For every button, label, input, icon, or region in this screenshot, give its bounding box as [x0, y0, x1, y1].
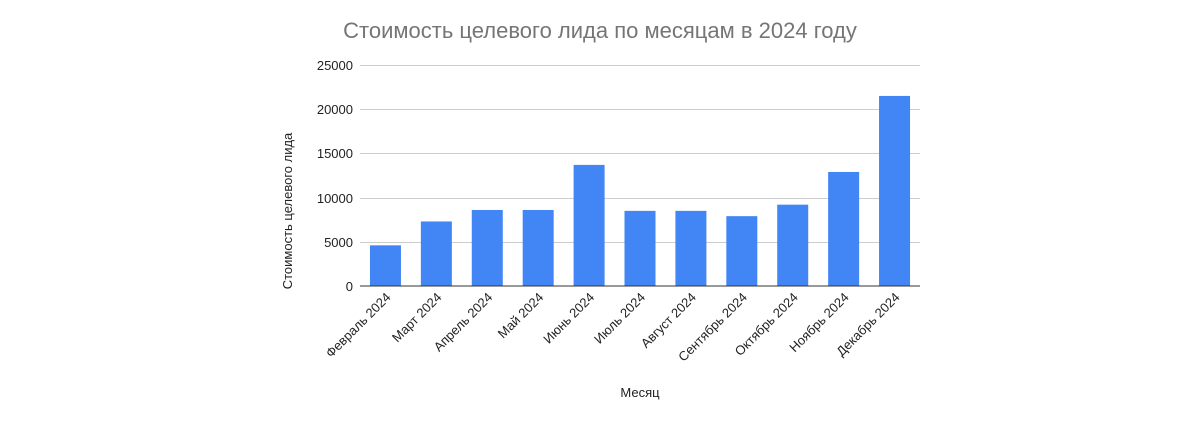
y-axis-ticks: 0 5000 10000 15000 20000 25000	[317, 58, 353, 294]
gridlines	[360, 65, 920, 243]
x-tick-label: Май 2024	[495, 290, 547, 342]
y-axis-label: Стоимость целевого лида	[280, 132, 295, 289]
bar	[777, 204, 809, 286]
bar	[726, 216, 758, 286]
chart-title: Стоимость целевого лида по месяцам в 202…	[343, 18, 857, 43]
bar	[828, 171, 860, 286]
bar	[675, 210, 707, 286]
bar	[471, 209, 503, 286]
bar	[420, 221, 452, 286]
y-tick-label: 25000	[317, 58, 353, 73]
y-tick-label: 10000	[317, 191, 353, 206]
y-tick-label: 20000	[317, 102, 353, 117]
bar	[879, 95, 911, 286]
y-tick-label: 0	[346, 279, 353, 294]
x-axis-label: Месяц	[620, 385, 660, 400]
y-tick-label: 15000	[317, 146, 353, 161]
bar	[624, 210, 656, 286]
bar	[522, 209, 554, 286]
bars	[369, 95, 911, 286]
x-tick-label: Июнь 2024	[540, 290, 597, 347]
x-tick-label: Февраль 2024	[323, 290, 394, 361]
y-tick-label: 5000	[324, 235, 353, 250]
bar	[573, 164, 605, 286]
bar	[369, 245, 401, 286]
